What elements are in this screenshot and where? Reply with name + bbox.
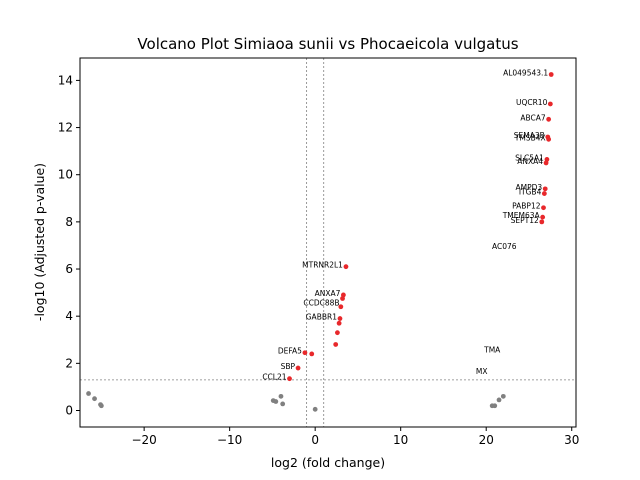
- y-tick-label-4: 8: [65, 215, 73, 229]
- data-point-1-6: [278, 393, 284, 399]
- data-point-0-14: [340, 296, 345, 301]
- x-tick-label-2: 0: [311, 433, 319, 447]
- data-point-0-20: [302, 350, 308, 356]
- gene-label-18: SBP: [281, 362, 296, 371]
- gene-label-3: SEMA3B: [514, 131, 545, 140]
- data-point-0-16: [337, 316, 343, 321]
- y-tick-label-1: 2: [65, 356, 73, 370]
- data-point-1-7: [280, 401, 286, 407]
- data-point-0-12: [343, 264, 349, 270]
- chart-title: Volcano Plot Simiaoa sunii vs Phocaeicol…: [137, 35, 518, 53]
- data-point-0-6: [543, 160, 549, 166]
- axes-frame: [79, 57, 577, 428]
- gene-label-20: TMA: [483, 346, 501, 355]
- data-point-0-22: [295, 365, 301, 371]
- data-point-1-8: [312, 406, 318, 412]
- x-tick-label-5: 30: [564, 433, 579, 447]
- x-axis-label: log2 (fold change): [271, 455, 385, 470]
- data-point-0-7: [542, 186, 548, 192]
- y-tick-label-3: 6: [65, 262, 73, 276]
- y-tick-label-5: 10: [58, 168, 73, 182]
- gene-label-21: MX: [476, 367, 488, 376]
- data-point-0-0: [548, 72, 554, 77]
- gene-label-10: TMEM63A: [502, 211, 541, 220]
- y-tick-label-6: 12: [58, 121, 73, 135]
- data-point-0-18: [335, 330, 340, 336]
- x-tick-label-3: 10: [393, 433, 408, 447]
- gene-label-1: UQCR10: [516, 98, 548, 107]
- data-point-1-5: [273, 399, 279, 404]
- data-point-0-11: [539, 219, 545, 225]
- gene-label-9: PABP12: [512, 202, 541, 211]
- gene-label-4: TMSB4X: [514, 133, 546, 142]
- gene-label-15: CCDC88B: [303, 298, 339, 307]
- y-axis-label: -log10 (Adjusted p-value): [32, 163, 47, 321]
- gene-label-7: AMPD3: [516, 183, 543, 192]
- data-point-0-10: [540, 214, 546, 220]
- data-point-0-9: [541, 205, 546, 211]
- data-point-0-8: [541, 191, 547, 196]
- plot-area: AL049543.1UQCR10ABCA7SEMA3BTMSB4XSLC5A1A…: [80, 58, 576, 427]
- gene-label-14: ANXA7: [315, 289, 341, 298]
- data-point-1-12: [500, 393, 506, 399]
- gene-label-16: GABBR1: [306, 313, 337, 322]
- data-point-1-0: [86, 391, 91, 396]
- data-point-1-3: [98, 403, 104, 409]
- gene-label-11: SEPT12: [511, 216, 539, 225]
- data-point-0-23: [287, 376, 292, 382]
- data-point-1-10: [492, 403, 498, 409]
- x-tick-label-4: 20: [479, 433, 494, 447]
- gene-label-5: SLC5A1: [515, 153, 544, 162]
- axis-ticks: −20 −10 0 10 20 30 0 2 4 6 8 10 12 14: [58, 73, 580, 447]
- data-point-0-4: [546, 136, 552, 142]
- data-point-1-11: [496, 397, 502, 403]
- x-tick-label-1: −10: [217, 433, 242, 447]
- gene-label-17: DEFA5: [278, 347, 302, 356]
- y-tick-label-2: 4: [65, 309, 73, 323]
- data-point-0-2: [546, 116, 552, 122]
- gene-label-0: AL049543.1: [503, 69, 548, 78]
- gene-label-13: MTRNR2L1: [302, 261, 343, 270]
- data-point-1-1: [92, 396, 97, 402]
- data-point-0-17: [336, 320, 342, 326]
- gene-label-6: ANXA4: [517, 157, 543, 166]
- gene-label-8: ITGB4: [519, 188, 542, 197]
- data-point-0-1: [547, 101, 553, 107]
- y-tick-label-7: 14: [58, 73, 73, 87]
- data-point-0-15: [338, 304, 344, 310]
- x-tick-label-0: −20: [131, 433, 156, 447]
- gene-label-12: AC076: [492, 242, 517, 251]
- gene-label-19: CCL21: [262, 373, 286, 382]
- data-point-0-21: [309, 351, 315, 357]
- data-point-0-19: [333, 342, 339, 347]
- y-tick-label-0: 0: [65, 403, 73, 417]
- gene-label-2: ABCA7: [520, 113, 546, 122]
